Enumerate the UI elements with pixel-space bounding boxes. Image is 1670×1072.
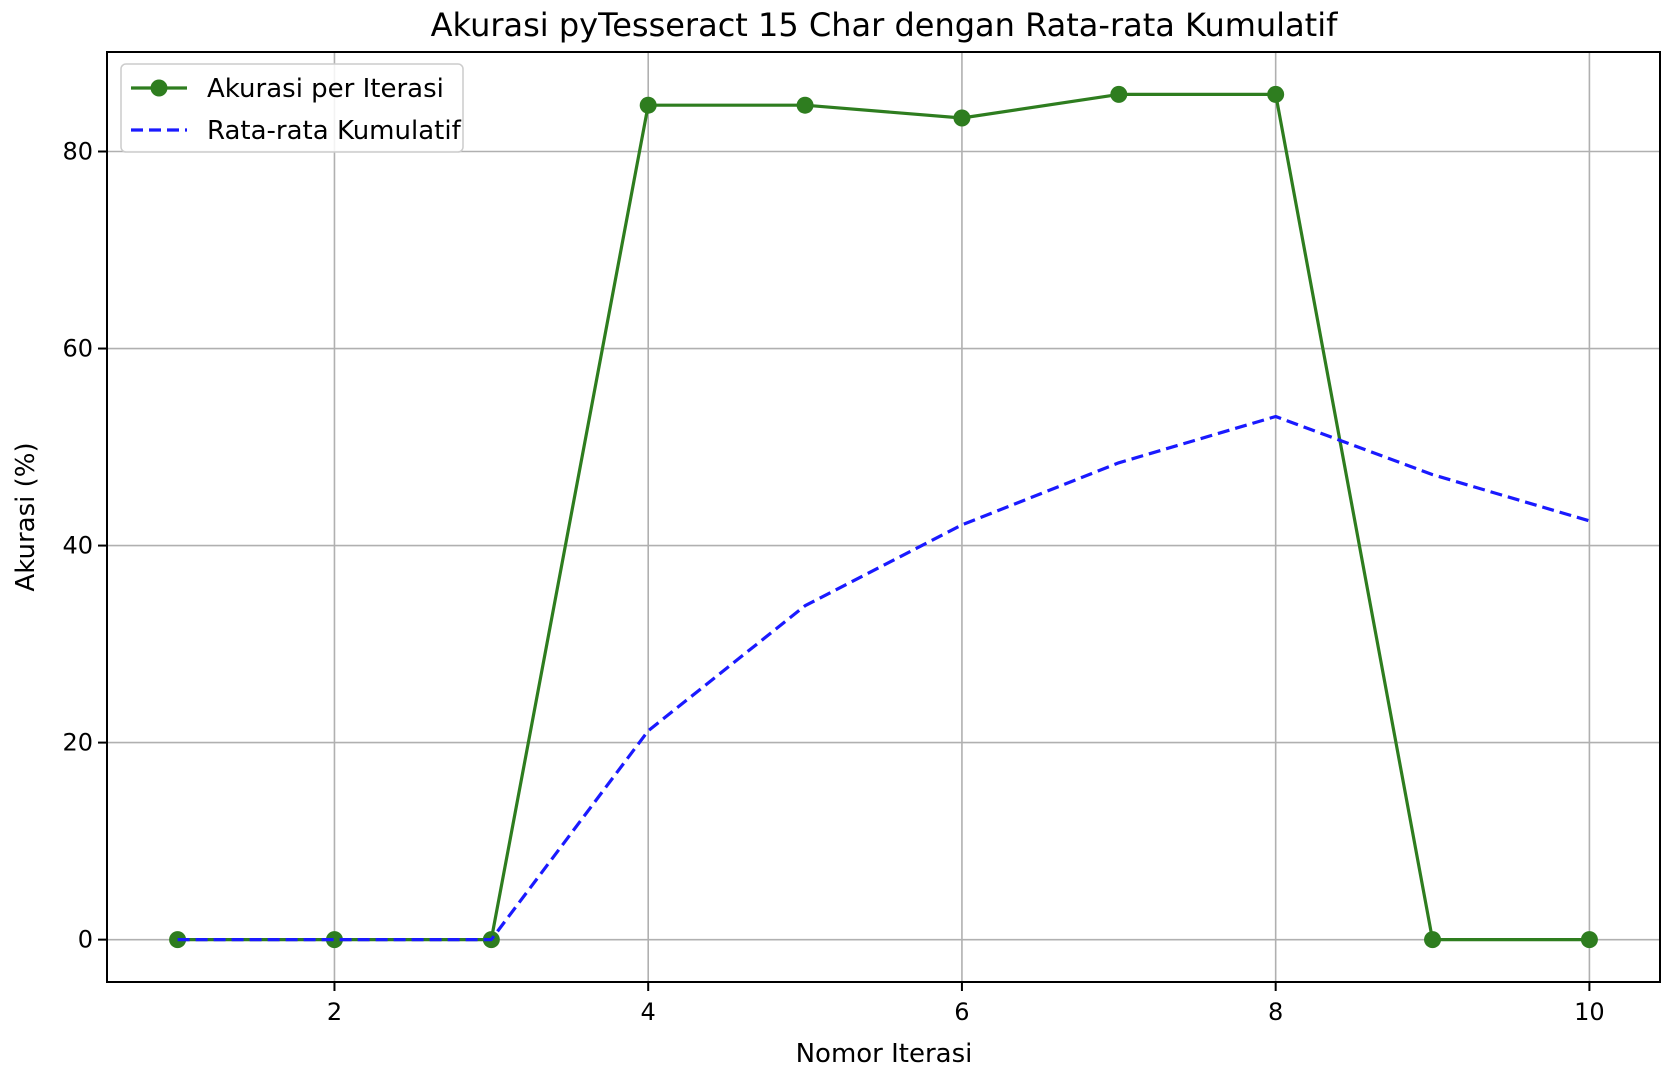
legend: Akurasi per Iterasi Rata-rata Kumulatif: [120, 63, 464, 153]
x-tick-label: 8: [1268, 998, 1283, 1026]
axis-ticks: 2 4 6 8 10 0 20 40 60 80: [62, 138, 1604, 1026]
y-tick-label: 20: [62, 729, 93, 757]
data-point: [953, 109, 971, 127]
data-point: [1424, 931, 1442, 949]
x-tick-label: 10: [1574, 998, 1605, 1026]
legend-box: [120, 63, 464, 153]
legend-label: Rata-rata Kumulatif: [207, 116, 462, 146]
x-axis-label: Nomor Iterasi: [796, 1039, 973, 1069]
plot-area: [169, 85, 1598, 949]
data-point: [169, 931, 187, 949]
y-tick-label: 0: [78, 926, 93, 954]
data-point: [325, 931, 343, 949]
y-tick-label: 60: [62, 335, 93, 363]
plot-frame: [106, 51, 1661, 983]
legend-label: Akurasi per Iterasi: [207, 74, 444, 104]
y-axis-label: Akurasi (%): [11, 442, 41, 591]
data-point: [639, 96, 657, 114]
data-point: [1580, 931, 1598, 949]
data-point: [1267, 85, 1285, 103]
grid: [107, 52, 1660, 982]
y-tick-label: 40: [62, 532, 93, 560]
x-tick-label: 4: [641, 998, 656, 1026]
chart-title: Akurasi pyTesseract 15 Char dengan Rata-…: [431, 6, 1338, 44]
x-tick-label: 6: [954, 998, 969, 1026]
data-point: [796, 96, 814, 114]
y-tick-label: 80: [62, 138, 93, 166]
series-line-2: [177, 414, 1590, 942]
x-tick-label: 2: [327, 998, 342, 1026]
legend-marker: [150, 79, 168, 97]
data-point: [1110, 85, 1128, 103]
series-line-1: [177, 92, 1590, 942]
